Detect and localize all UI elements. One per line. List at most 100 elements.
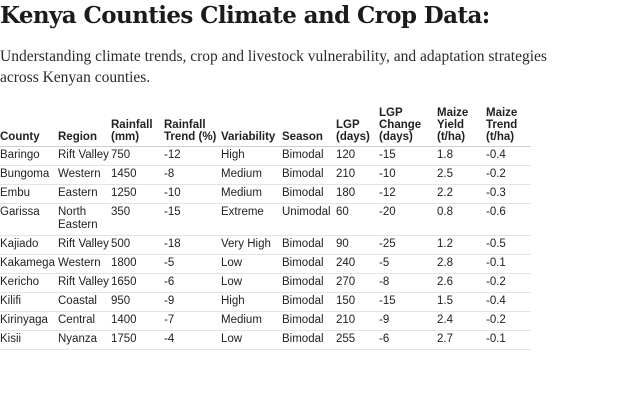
cell-season: Bimodal	[282, 165, 336, 185]
table-row: Baringo Rift Valley 750 -12 High Bimodal 120 -1…	[0, 146, 531, 166]
header-row: County Region Rainfall (mm) Rainfall Trend …	[0, 103, 531, 147]
cell-rainfall-trend: -8	[164, 165, 221, 185]
cell-region: Western	[58, 165, 111, 185]
cell-variability: Extreme	[221, 203, 282, 236]
cell-rainfall: 1750	[111, 330, 164, 350]
column-header-lgp: LGP (days)	[336, 103, 379, 147]
cell-lgp: 60	[336, 203, 379, 236]
cell-variability: Medium	[221, 165, 282, 185]
cell-region: Western	[58, 254, 111, 274]
cell-county: Kilifi	[0, 292, 58, 312]
cell-county: Garissa	[0, 203, 58, 236]
cell-region: Rift Valley	[58, 273, 111, 293]
cell-maize-trend: -0.3	[486, 184, 531, 204]
cell-lgp-change: -15	[379, 292, 437, 312]
cell-maize-yield: 2.5	[437, 165, 486, 185]
table-row: Kericho Rift Valley 1650 -6 Low Bimodal 270 -8 2…	[0, 273, 531, 293]
cell-variability: Low	[221, 273, 282, 293]
climate-crop-table: County Region Rainfall (mm) Rainfall Trend …	[0, 103, 531, 350]
cell-maize-yield: 2.2	[437, 184, 486, 204]
cell-county: Kakamega	[0, 254, 58, 274]
cell-lgp: 180	[336, 184, 379, 204]
cell-region: Nyanza	[58, 330, 111, 350]
table-row: Kajiado Rift Valley 500 -18 Very High Bimodal…	[0, 235, 531, 255]
column-header-maize-trend: Maize Trend (t/ha)	[486, 103, 531, 147]
cell-maize-trend: -0.1	[486, 330, 531, 350]
table-row: Garissa North Eastern 350 -15 Extreme Unimoda…	[0, 203, 531, 236]
cell-lgp: 210	[336, 311, 379, 331]
cell-season: Bimodal	[282, 184, 336, 204]
cell-variability: Medium	[221, 184, 282, 204]
cell-county: Kajiado	[0, 235, 58, 255]
cell-maize-trend: -0.2	[486, 165, 531, 185]
cell-season: Bimodal	[282, 330, 336, 350]
cell-maize-yield: 2.6	[437, 273, 486, 293]
table-row: Embu Eastern 1250 -10 Medium Bimodal 180 -12 2.2…	[0, 184, 531, 204]
cell-lgp-change: -6	[379, 330, 437, 350]
cell-rainfall-trend: -4	[164, 330, 221, 350]
cell-season: Bimodal	[282, 254, 336, 274]
cell-rainfall: 1250	[111, 184, 164, 204]
cell-rainfall: 1450	[111, 165, 164, 185]
column-header-rainfall-trend: Rainfall Trend (%)	[164, 103, 221, 147]
cell-rainfall-trend: -9	[164, 292, 221, 312]
cell-season: Unimodal	[282, 203, 336, 236]
cell-rainfall: 750	[111, 146, 164, 166]
cell-maize-trend: -0.5	[486, 235, 531, 255]
page-title: Kenya Counties Climate and Crop Data:	[0, 2, 490, 29]
table-row: Kisii Nyanza 1750 -4 Low Bimodal 255 -6 2.7 -0.1	[0, 330, 531, 350]
cell-rainfall-trend: -5	[164, 254, 221, 274]
column-header-region: Region	[58, 103, 111, 147]
cell-rainfall-trend: -6	[164, 273, 221, 293]
cell-maize-trend: -0.1	[486, 254, 531, 274]
column-header-rainfall: Rainfall (mm)	[111, 103, 164, 147]
table-row: Kakamega Western 1800 -5 Low Bimodal 240 -5 2.8-…	[0, 254, 531, 274]
cell-maize-yield: 1.5	[437, 292, 486, 312]
cell-maize-yield: 2.8	[437, 254, 486, 274]
table-row: Bungoma Western 1450 -8 Medium Bimodal 210 -10 2…	[0, 165, 531, 185]
cell-lgp-change: -12	[379, 184, 437, 204]
cell-lgp-change: -25	[379, 235, 437, 255]
cell-lgp: 120	[336, 146, 379, 166]
cell-variability: Low	[221, 330, 282, 350]
cell-maize-trend: -0.2	[486, 311, 531, 331]
cell-rainfall-trend: -7	[164, 311, 221, 331]
cell-variability: Medium	[221, 311, 282, 331]
cell-county: Bungoma	[0, 165, 58, 185]
cell-region: Central	[58, 311, 111, 331]
cell-season: Bimodal	[282, 146, 336, 166]
cell-maize-trend: -0.2	[486, 273, 531, 293]
cell-variability: Low	[221, 254, 282, 274]
cell-variability: Very High	[221, 235, 282, 255]
cell-lgp-change: -10	[379, 165, 437, 185]
cell-region: Rift Valley	[58, 146, 111, 166]
cell-lgp-change: -8	[379, 273, 437, 293]
table-row: Kilifi Coastal 950 -9 High Bimodal 150 -15 1.5 -0…	[0, 292, 531, 312]
cell-lgp: 150	[336, 292, 379, 312]
cell-lgp: 210	[336, 165, 379, 185]
cell-rainfall: 1650	[111, 273, 164, 293]
cell-maize-yield: 2.4	[437, 311, 486, 331]
cell-rainfall-trend: -15	[164, 203, 221, 236]
cell-variability: High	[221, 146, 282, 166]
cell-rainfall: 350	[111, 203, 164, 236]
cell-maize-trend: -0.4	[486, 292, 531, 312]
cell-region: North Eastern	[58, 203, 111, 236]
cell-county: Kirinyaga	[0, 311, 58, 331]
cell-county: Kisii	[0, 330, 58, 350]
cell-variability: High	[221, 292, 282, 312]
cell-maize-yield: 0.8	[437, 203, 486, 236]
page-subtitle: Understanding climate trends, crop and l…	[0, 48, 547, 86]
cell-season: Bimodal	[282, 273, 336, 293]
cell-lgp: 270	[336, 273, 379, 293]
cell-rainfall-trend: -12	[164, 146, 221, 166]
table-body: Baringo Rift Valley 750 -12 High Bimodal 120 -1…	[0, 146, 531, 350]
cell-season: Bimodal	[282, 292, 336, 312]
table-header: County Region Rainfall (mm) Rainfall Trend …	[0, 103, 531, 147]
cell-rainfall: 1800	[111, 254, 164, 274]
cell-region: Rift Valley	[58, 235, 111, 255]
cell-maize-yield: 1.2	[437, 235, 486, 255]
cell-rainfall: 1400	[111, 311, 164, 331]
cell-maize-trend: -0.4	[486, 146, 531, 166]
